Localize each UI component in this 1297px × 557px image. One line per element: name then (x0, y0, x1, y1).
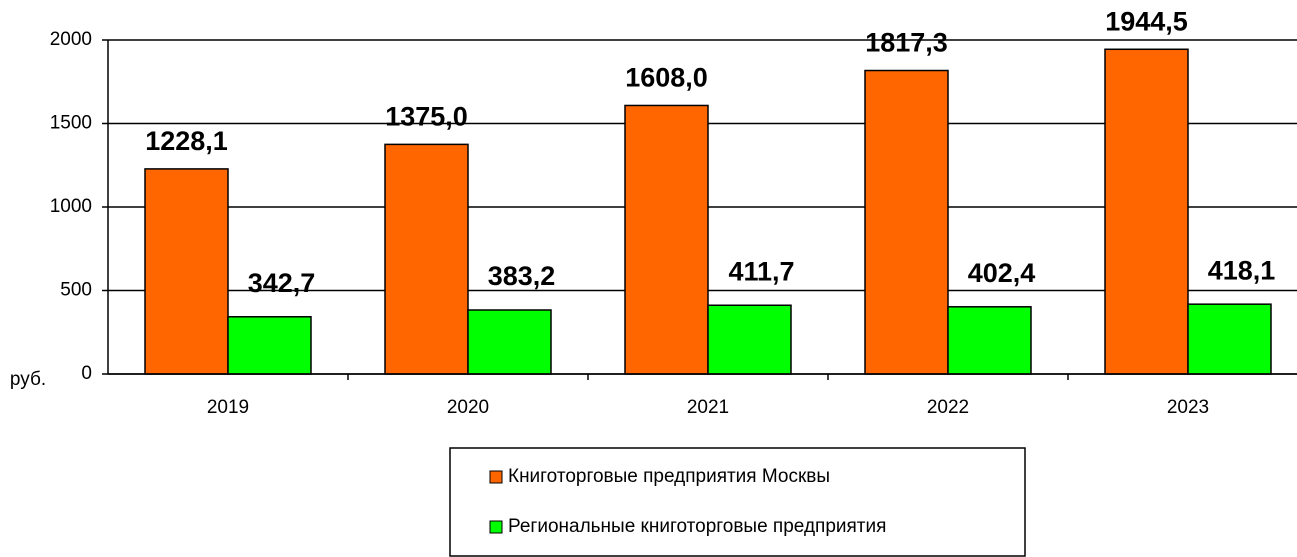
x-tick-label: 2023 (1167, 397, 1209, 418)
y-tick-label: 1000 (50, 196, 92, 217)
legend-label: Книготорговые предприятия Москвы (508, 466, 830, 487)
value-label: 1228,1 (145, 126, 228, 156)
bar (467, 309, 552, 375)
legend-swatch (489, 520, 503, 534)
x-tick-label: 2021 (687, 397, 729, 418)
value-label: 418,1 (1208, 255, 1276, 285)
bar (1187, 303, 1272, 375)
y-tick-label: 0 (81, 363, 92, 384)
value-label: 342,7 (248, 268, 316, 298)
value-label: 383,2 (488, 261, 556, 291)
bar (864, 69, 949, 375)
value-label: 411,7 (728, 256, 794, 286)
value-label: 1375,0 (385, 102, 468, 132)
value-label: 402,4 (968, 258, 1036, 288)
y-tick-label: 2000 (50, 29, 92, 50)
x-tick-label: 2019 (207, 397, 249, 418)
bar (1104, 48, 1189, 375)
y-tick-label: 500 (60, 280, 92, 301)
bar (624, 104, 709, 375)
value-label: 1817,3 (865, 28, 948, 58)
legend-label: Региональные книготорговые предприятия (508, 516, 886, 537)
x-tick-label: 2022 (927, 397, 969, 418)
legend-box (449, 447, 1026, 557)
bar (227, 316, 312, 375)
value-label: 1608,0 (625, 63, 708, 93)
bar (707, 304, 792, 375)
bar (384, 143, 469, 375)
y-axis-label: руб. (10, 369, 46, 390)
x-tick-label: 2020 (447, 397, 489, 418)
legend-swatch (489, 470, 503, 484)
bar (144, 168, 229, 375)
y-tick-label: 1500 (50, 113, 92, 134)
value-label: 1944,5 (1105, 6, 1188, 36)
bar (947, 306, 1032, 375)
